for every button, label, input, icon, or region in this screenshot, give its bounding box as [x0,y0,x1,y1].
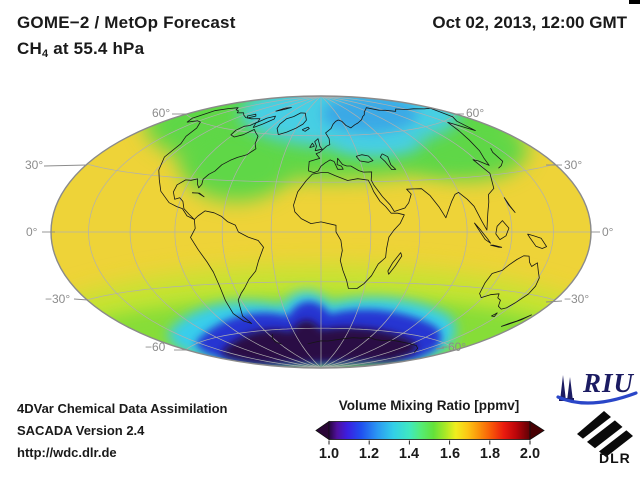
subtitle-species: CH [17,39,42,58]
dlr-logo-text: DLR [599,450,631,466]
latitude-tick-marks [42,113,600,351]
subtitle-level: at 55.4 hPa [48,39,145,58]
riu-logo-text: RIU [583,368,635,398]
colorbar [315,420,545,445]
colorbar-tick-1.6: 1.6 [439,446,461,462]
lat-label-30n-left: 30° [25,158,44,172]
lat-label-60n-right: 60° [466,106,485,120]
colorbar-tick-1.8: 1.8 [479,446,501,462]
colorbar-ticks [328,440,531,445]
corner-mark [629,0,640,4]
dlr-logo [573,411,635,458]
field-north-green-lobe-canada [180,125,292,201]
colorbar-tick-1.2: 1.2 [358,446,380,462]
field-north-green-lobe-siberia [408,120,528,180]
colorbar-tick-2.0: 2.0 [519,446,541,462]
colorbar-tick-1.0: 1.0 [318,446,340,462]
footer-version-label: SACADA Version 2.4 [17,423,145,438]
lat-label-eq-right: 0° [602,225,614,239]
riu-logo [556,375,638,405]
lat-label-60n-left: 60° [152,106,171,120]
lat-label-60s-right: −60° [441,340,467,354]
footer-assimilation-label: 4DVar Chemical Data Assimilation [17,401,228,416]
page-title: GOME−2 / MetOp Forecast [17,13,236,32]
dlr-emblem-cut-1 [573,412,621,450]
colorbar-tick-1.4: 1.4 [398,446,420,462]
map-field [51,96,591,368]
lat-label-30n-right: 30° [564,158,583,172]
field-arctic-blue-patch [322,96,418,133]
page-subtitle: CH4 at 55.4 hPa [17,39,144,60]
colorbar-left-arrow [315,420,330,441]
colorbar-gradient-bar [328,421,531,440]
coastlines [158,107,547,353]
field-vortex-dark-core [221,320,418,364]
lat-label-eq-left: 0° [26,225,38,239]
lat-label-30s-right: −30° [564,292,590,306]
dlr-emblem-icon [577,411,633,457]
cathedral-icon [560,375,573,401]
graticule-grid [51,96,591,368]
dlr-emblem-cut-2 [587,420,635,458]
colorbar-right-arrow [529,420,545,441]
riu-swoosh-icon [556,391,638,405]
lat-label-30s-left: −30° [45,292,71,306]
subtitle-subscript: 4 [41,48,49,60]
colorbar-title: Volume Mixing Ratio [ppmv] [338,398,520,413]
footer-url: http://wdc.dlr.de [17,445,117,460]
timestamp: Oct 02, 2013, 12:00 GMT [432,13,627,32]
lat-label-60s-left: −60 [145,340,166,354]
